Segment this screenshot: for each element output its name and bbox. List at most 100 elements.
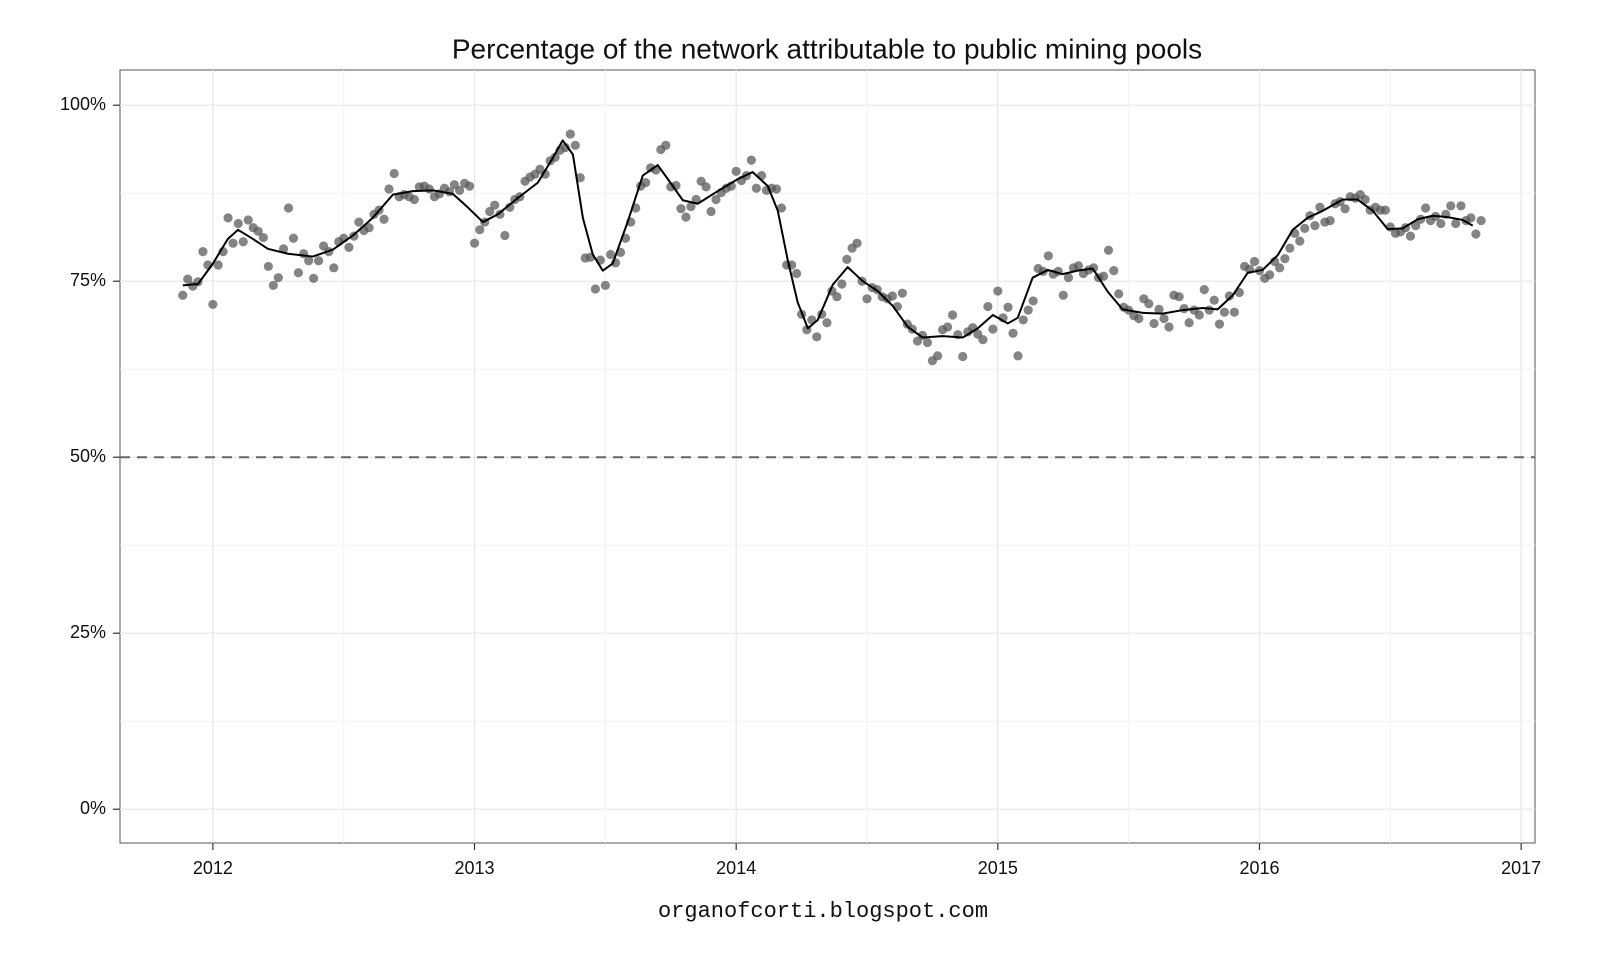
point xyxy=(590,284,601,294)
point xyxy=(1476,216,1486,226)
point xyxy=(686,201,696,212)
point xyxy=(1295,236,1305,246)
point xyxy=(349,231,359,241)
point xyxy=(1471,229,1481,239)
point xyxy=(1008,328,1018,338)
point xyxy=(1214,319,1225,329)
point xyxy=(1073,261,1084,271)
point xyxy=(213,260,223,270)
point xyxy=(1088,263,1099,273)
point xyxy=(1199,285,1209,295)
point xyxy=(947,310,958,320)
point xyxy=(1164,322,1174,332)
point xyxy=(233,218,243,229)
chart-title: Percentage of the network attributable t… xyxy=(452,33,1202,64)
point xyxy=(424,184,434,194)
point xyxy=(676,204,686,214)
point xyxy=(1265,270,1275,280)
point xyxy=(273,273,283,283)
point xyxy=(1028,296,1038,306)
point xyxy=(354,217,364,227)
point xyxy=(842,254,852,264)
point xyxy=(837,279,847,289)
point xyxy=(706,206,716,217)
point xyxy=(1184,318,1194,328)
point xyxy=(500,230,510,241)
point xyxy=(490,200,500,210)
point xyxy=(958,351,968,362)
point xyxy=(309,273,319,283)
point xyxy=(681,212,691,222)
point xyxy=(1209,295,1219,305)
point xyxy=(1144,299,1154,309)
x-tick-label: 2017 xyxy=(1501,858,1541,878)
point xyxy=(922,337,933,348)
point xyxy=(1098,271,1109,281)
point xyxy=(329,263,339,273)
point xyxy=(293,268,304,278)
y-tick-label: 100% xyxy=(60,94,106,114)
point xyxy=(283,203,294,213)
point xyxy=(1229,307,1239,317)
point xyxy=(1219,307,1230,317)
point xyxy=(1159,313,1169,324)
point xyxy=(505,202,515,212)
point xyxy=(776,203,787,213)
point xyxy=(701,182,711,192)
point xyxy=(469,238,480,248)
point xyxy=(223,213,233,223)
point xyxy=(978,335,988,345)
point xyxy=(1174,292,1184,302)
x-tick-label: 2014 xyxy=(716,858,756,878)
point xyxy=(1300,223,1310,234)
point xyxy=(988,324,998,334)
point xyxy=(1280,254,1290,264)
point xyxy=(304,256,314,266)
point xyxy=(1134,313,1144,324)
point xyxy=(887,291,897,301)
y-tick-label: 0% xyxy=(80,798,106,818)
point xyxy=(1310,220,1320,231)
point xyxy=(661,140,671,150)
point xyxy=(409,194,419,205)
point xyxy=(1058,290,1068,300)
point xyxy=(1325,216,1335,226)
point xyxy=(560,142,570,153)
point xyxy=(1109,266,1119,276)
point xyxy=(455,185,465,195)
point xyxy=(288,233,299,243)
point xyxy=(464,181,475,191)
trend-line xyxy=(182,139,1474,339)
point xyxy=(1013,351,1023,361)
point xyxy=(897,288,907,298)
point xyxy=(540,169,550,179)
point xyxy=(933,351,943,361)
point xyxy=(1285,243,1295,253)
point xyxy=(1003,302,1013,312)
point xyxy=(993,286,1003,296)
point xyxy=(600,280,610,291)
y-tick-label: 75% xyxy=(70,270,106,290)
point xyxy=(1466,213,1476,223)
point xyxy=(258,232,268,243)
point xyxy=(198,247,208,257)
x-tick-label: 2015 xyxy=(978,858,1018,878)
point xyxy=(575,173,585,183)
point xyxy=(1451,218,1461,229)
point xyxy=(565,129,575,139)
point xyxy=(268,280,278,291)
x-tick-label: 2012 xyxy=(193,858,233,878)
point xyxy=(1340,204,1350,214)
x-tick-label: 2016 xyxy=(1239,858,1279,878)
point xyxy=(605,249,616,260)
point xyxy=(1446,201,1456,211)
point xyxy=(228,238,238,248)
point xyxy=(384,184,394,194)
point xyxy=(1275,263,1285,273)
point xyxy=(983,301,993,312)
point xyxy=(475,225,485,235)
y-tick-label: 50% xyxy=(70,446,106,466)
point xyxy=(1360,194,1370,205)
point xyxy=(792,268,802,279)
point xyxy=(1154,304,1164,314)
